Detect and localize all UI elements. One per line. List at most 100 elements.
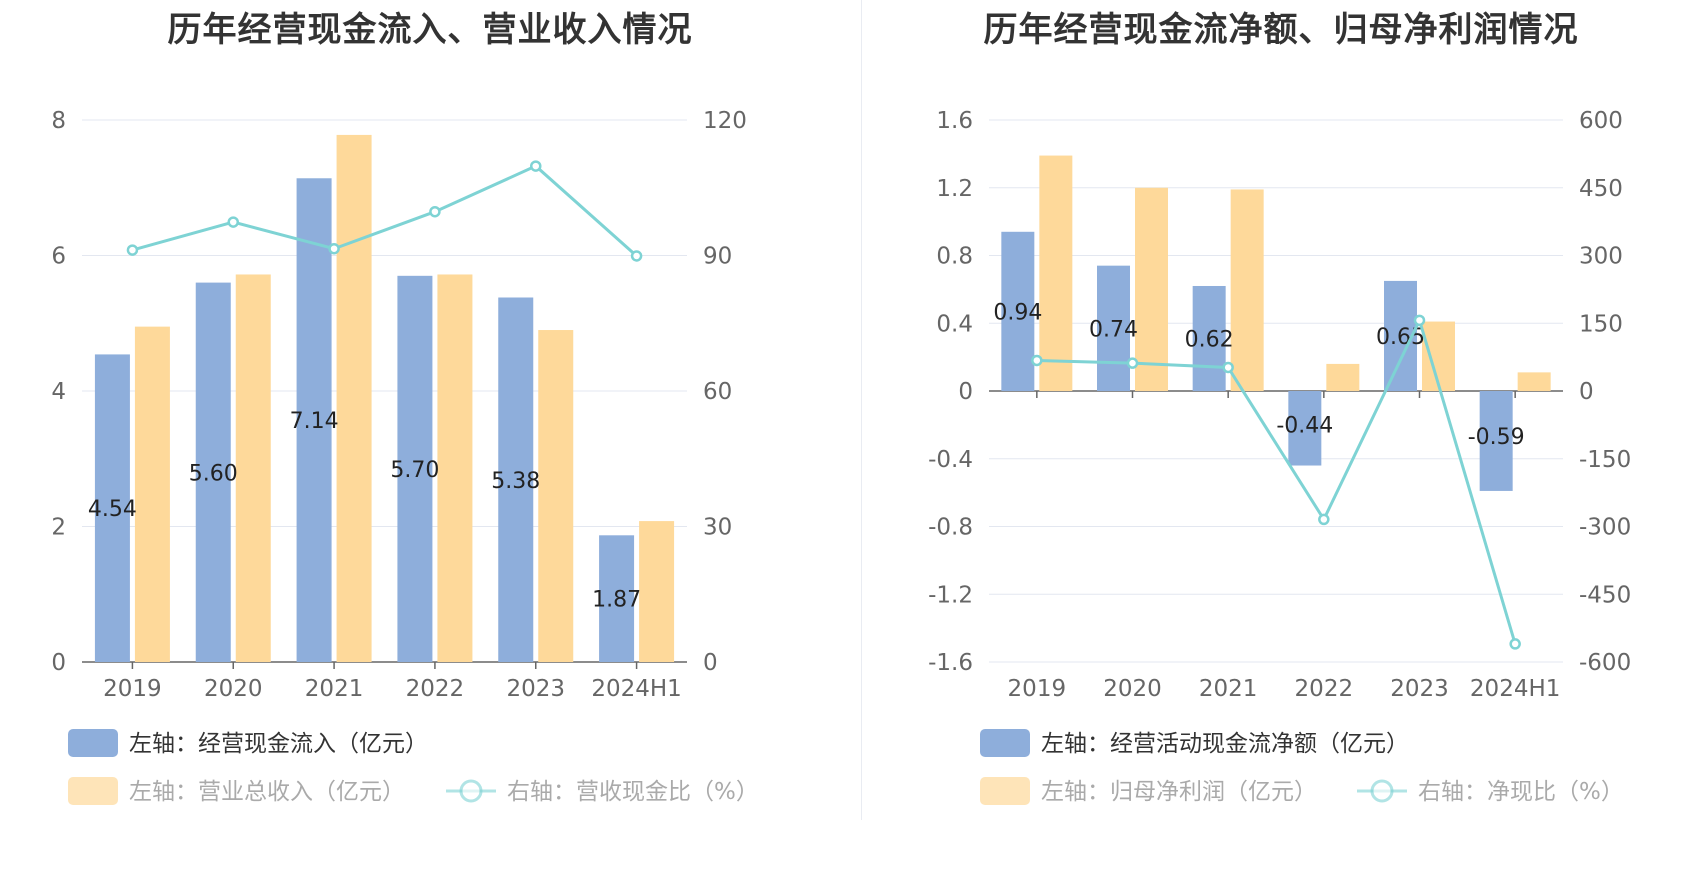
- chart-panel-net-cash: 历年经营现金流净额、归母净利润情况 -1.6 -1.2 -0.8 -0.4 0 0.4 0.…: [862, 0, 1700, 874]
- y-right-tick-label: 600: [1579, 108, 1623, 134]
- line-point: [227, 216, 239, 228]
- y-left-tick-label: 8: [51, 108, 66, 134]
- y-left-tick-label: 1.6: [936, 108, 973, 134]
- x-tick-label: 2024H1: [591, 676, 681, 702]
- legend-label: 左轴：归母净利润（亿元）: [1041, 779, 1317, 805]
- bar-secondary: [639, 521, 675, 662]
- x-tick-label: 2021: [1199, 676, 1258, 702]
- y-right-tick-label: 300: [1579, 244, 1623, 270]
- bar-secondary: [235, 274, 271, 662]
- y-right-tick-label: -600: [1579, 650, 1631, 676]
- y-left-tick-label: 1.2: [936, 176, 973, 202]
- chart-svg-cash-inflow: 0 2 4 6 8 0 30 60 90 120 2019 2020 2021 2022 2023 2024H…: [51, 108, 759, 805]
- y-left-tick-label: 0.4: [936, 311, 973, 337]
- bar-data-label: 4.54: [88, 497, 137, 522]
- x-tick-label: 2022: [1295, 676, 1354, 702]
- y-left-tick-label: 0: [958, 379, 973, 405]
- y-left-tick-label: -0.4: [928, 447, 973, 473]
- line-point: [126, 244, 139, 256]
- legend-label: 左轴：经营活动现金流净额（亿元）: [1041, 731, 1409, 757]
- legend-label: 左轴：营业总收入（亿元）: [129, 779, 405, 805]
- x-tick-label: 2020: [204, 676, 263, 702]
- y-left-tick-label: 6: [51, 244, 66, 270]
- bar-primary: [1097, 265, 1130, 391]
- legend-line-marker: [1370, 779, 1394, 803]
- x-tick-label: 2022: [406, 676, 465, 702]
- bar-data-label: 5.38: [491, 469, 540, 494]
- chart-title: 历年经营现金流入、营业收入情况: [167, 10, 693, 50]
- y-right-tick-label: 30: [703, 515, 732, 541]
- bar-data-label: 1.87: [592, 588, 641, 613]
- bar-data-label: 7.14: [290, 409, 339, 434]
- bar-data-label: -0.44: [1276, 414, 1333, 439]
- line-point: [1222, 361, 1234, 374]
- panel-divider: [861, 0, 862, 820]
- x-tick-label: 2019: [1008, 676, 1067, 702]
- line-point: [1509, 638, 1521, 650]
- y-left-tick-label: -1.2: [928, 582, 973, 608]
- y-left-tick-label: 0: [51, 650, 66, 676]
- y-right-tick-label: -150: [1579, 447, 1631, 473]
- legend-swatch-secondary: [68, 777, 118, 805]
- line-point: [630, 250, 643, 262]
- y-left-tick-label: 2: [51, 515, 66, 541]
- line-point: [1413, 314, 1426, 327]
- line-point: [429, 205, 441, 218]
- bar-primary: [94, 354, 130, 662]
- bar-data-label: 0.74: [1089, 317, 1138, 342]
- bar-primary: [498, 297, 534, 662]
- chart-svg-net-cash: -1.6 -1.2 -0.8 -0.4 0 0.4 0.8 1.2 1.6 -600 -450 -30…: [928, 108, 1631, 805]
- y-right-tick-label: 0: [703, 650, 718, 676]
- y-right-tick-label: 450: [1579, 176, 1623, 202]
- x-tick-label: 2021: [305, 676, 364, 702]
- y-left-tick-label: -1.6: [928, 650, 973, 676]
- chart-title: 历年经营现金流净额、归母净利润情况: [983, 10, 1579, 50]
- bar-secondary: [134, 326, 170, 662]
- bar-data-label: 0.94: [993, 300, 1042, 325]
- chart-panel-cash-inflow: 历年经营现金流入、营业收入情况 0 2 4 6 8 0 30 60 90 120 2019 2020 2…: [51, 10, 759, 805]
- bar-secondary: [538, 330, 574, 662]
- legend-line-marker: [459, 779, 483, 803]
- y-right-tick-label: 90: [703, 244, 732, 270]
- legend-swatch-primary: [980, 729, 1030, 757]
- bar-primary: [599, 535, 635, 662]
- legend-swatch-secondary: [980, 777, 1030, 805]
- bar-primary: [397, 275, 433, 662]
- x-tick-label: 2023: [1390, 676, 1449, 702]
- y-left-tick-label: 0.8: [936, 244, 973, 270]
- bar-primary: [1479, 391, 1513, 491]
- bar-data-label: -0.59: [1468, 425, 1525, 450]
- x-tick-label: 2023: [506, 676, 565, 702]
- bar-data-label: 5.70: [390, 458, 439, 483]
- bar-data-label: 0.62: [1185, 327, 1234, 352]
- bar-primary: [1288, 391, 1322, 466]
- bar-data-label: 0.65: [1376, 325, 1425, 350]
- y-right-tick-label: -450: [1579, 582, 1631, 608]
- bar-primary: [296, 178, 332, 662]
- y-right-tick-label: 120: [703, 108, 747, 134]
- bar-secondary: [1230, 189, 1264, 391]
- y-right-tick-label: 150: [1579, 311, 1623, 337]
- y-right-tick-label: 0: [1579, 379, 1594, 405]
- bar-primary: [1001, 231, 1035, 391]
- legend-swatch-primary: [68, 729, 118, 757]
- line-point: [1126, 357, 1139, 369]
- legend-label: 右轴：营收现金比（%）: [507, 779, 759, 805]
- bar-secondary: [1326, 363, 1360, 391]
- x-tick-label: 2024H1: [1470, 676, 1560, 702]
- bar-data-label: 5.60: [189, 461, 238, 486]
- bar-secondary: [1517, 372, 1551, 391]
- legend-label: 左轴：经营现金流入（亿元）: [129, 731, 428, 757]
- bar-secondary: [437, 274, 473, 662]
- x-tick-label: 2020: [1103, 676, 1162, 702]
- y-left-tick-label: 4: [51, 379, 66, 405]
- line-point: [1031, 354, 1043, 367]
- legend-label: 右轴：净现比（%）: [1418, 779, 1624, 805]
- bar-primary: [1192, 285, 1226, 391]
- bar-primary: [195, 282, 231, 662]
- x-tick-label: 2019: [103, 676, 162, 702]
- line-series: [1036, 316, 1517, 645]
- y-right-tick-label: 60: [703, 379, 732, 405]
- y-left-tick-label: -0.8: [928, 515, 973, 541]
- line-point: [1318, 513, 1330, 526]
